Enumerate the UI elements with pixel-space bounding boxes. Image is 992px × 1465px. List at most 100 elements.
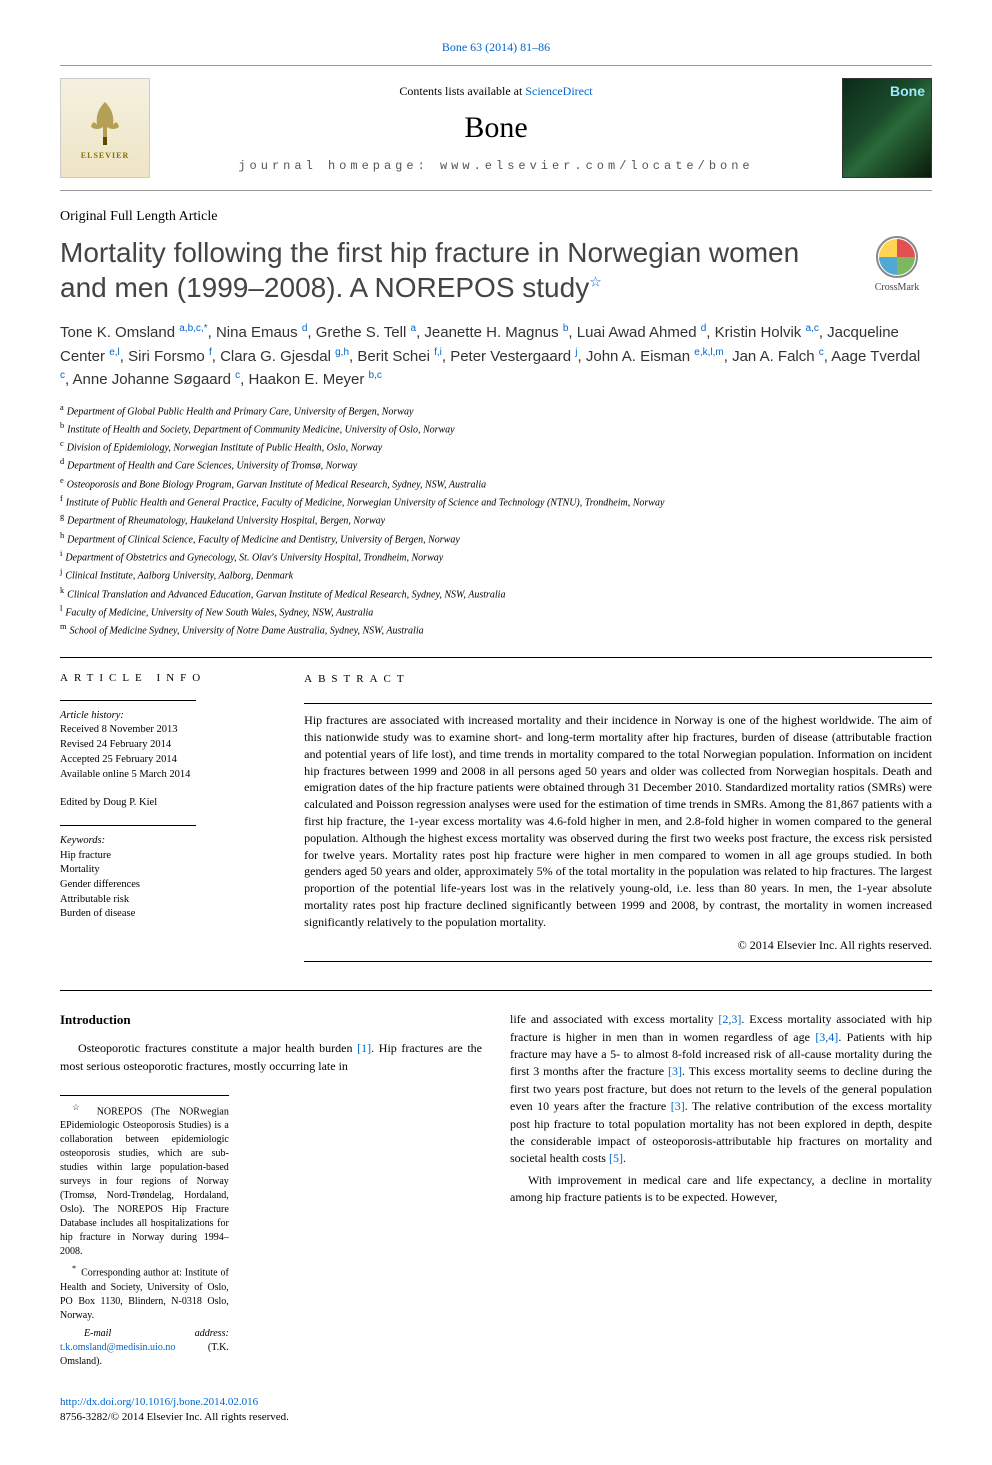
author: Haakon E. Meyer b,c	[248, 371, 381, 388]
citation-link[interactable]: Bone 63 (2014) 81–86	[442, 40, 550, 54]
history-revised: Revised 24 February 2014	[60, 738, 286, 753]
keywords-label: Keywords:	[60, 834, 286, 849]
affiliation: kClinical Translation and Advanced Educa…	[60, 585, 932, 602]
journal-cover[interactable]: Bone	[842, 78, 932, 178]
sciencedirect-link[interactable]: ScienceDirect	[525, 84, 592, 98]
abstract-rule-top	[304, 703, 932, 704]
author: Clara G. Gjesdal g,h	[220, 348, 349, 365]
header-center: Contents lists available at ScienceDirec…	[150, 84, 842, 173]
keywords-block: Keywords: Hip fractureMortalityGender di…	[60, 834, 286, 922]
title-footnote-marker[interactable]: ☆	[589, 274, 602, 290]
info-rule-1	[60, 700, 196, 701]
author-affil-sup[interactable]: a,c	[805, 323, 818, 334]
author-affil-sup[interactable]: e,k,l,m	[694, 347, 723, 358]
author: Berit Schei f,i	[357, 348, 441, 365]
author-affil-sup[interactable]: e,l	[109, 347, 120, 358]
info-heading: ARTICLE INFO	[60, 672, 286, 690]
asterisk-marker: *	[72, 1264, 76, 1273]
author-affil-sup[interactable]: f	[209, 347, 212, 358]
abstract-col: ABSTRACT Hip fractures are associated wi…	[304, 658, 932, 985]
intro-p2: life and associated with excess mortalit…	[510, 1011, 932, 1168]
email-link[interactable]: t.k.omsland@medisin.uio.no	[60, 1342, 175, 1353]
ref-link[interactable]: [2,3]	[718, 1012, 741, 1026]
text-run: .	[623, 1151, 626, 1165]
footnote-star: ☆ NOREPOS (The NORwegian EPidemiologic O…	[60, 1102, 229, 1259]
author-affil-sup[interactable]: a,b,c,*	[179, 323, 207, 334]
history-received: Received 8 November 2013	[60, 723, 286, 738]
crossmark-badge[interactable]: CrossMark	[862, 235, 932, 293]
abstract-copyright: © 2014 Elsevier Inc. All rights reserved…	[304, 937, 932, 954]
author-affil-sup[interactable]: g,h	[335, 347, 349, 358]
keyword: Attributable risk	[60, 893, 286, 908]
ref-link[interactable]: [1]	[357, 1041, 371, 1055]
affiliation: cDivision of Epidemiology, Norwegian Ins…	[60, 438, 932, 455]
homepage-line: journal homepage: www.elsevier.com/locat…	[150, 159, 842, 173]
intro-p1-pre: Osteoporotic fractures constitute a majo…	[78, 1041, 357, 1055]
affiliation-list: aDepartment of Global Public Health and …	[60, 402, 932, 639]
affiliation: aDepartment of Global Public Health and …	[60, 402, 932, 419]
ref-link[interactable]: [3]	[668, 1064, 682, 1078]
affiliation: eOsteoporosis and Bone Biology Program, …	[60, 475, 932, 492]
author-affil-sup[interactable]: b	[563, 323, 569, 334]
title-row: Mortality following the first hip fractu…	[60, 235, 932, 305]
page: Bone 63 (2014) 81–86 ELSEVIER Contents l…	[0, 0, 992, 1465]
affiliation: bInstitute of Health and Society, Depart…	[60, 420, 932, 437]
affiliation: gDepartment of Rheumatology, Haukeland U…	[60, 511, 932, 528]
author: Siri Forsmo f	[128, 348, 212, 365]
contents-prefix: Contents lists available at	[399, 84, 525, 98]
author-affil-sup[interactable]: b,c	[369, 370, 382, 381]
affiliation: fInstitute of Public Health and General …	[60, 493, 932, 510]
ref-link[interactable]: [3,4]	[815, 1030, 838, 1044]
author-list: Tone K. Omsland a,b,c,*, Nina Emaus d, G…	[60, 321, 932, 392]
keyword: Mortality	[60, 863, 286, 878]
star-marker: ☆	[72, 1103, 86, 1112]
keyword: Burden of disease	[60, 907, 286, 922]
author-affil-sup[interactable]: a	[411, 323, 417, 334]
intro-p1: Osteoporotic fractures constitute a majo…	[60, 1040, 482, 1075]
author-affil-sup[interactable]: f,i	[434, 347, 442, 358]
ref-link[interactable]: [3]	[671, 1099, 685, 1113]
affiliation: hDepartment of Clinical Science, Faculty…	[60, 530, 932, 547]
author: Jeanette H. Magnus b	[424, 324, 568, 341]
author: Anne Johanne Søgaard c	[73, 371, 241, 388]
author-affil-sup[interactable]: c	[819, 347, 824, 358]
journal-header: ELSEVIER Contents lists available at Sci…	[60, 65, 932, 191]
footnote-email: E-mail address: t.k.omsland@medisin.uio.…	[60, 1327, 229, 1369]
ref-link[interactable]: [5]	[609, 1151, 623, 1165]
author-affil-sup[interactable]: d	[302, 323, 308, 334]
history-accepted: Accepted 25 February 2014	[60, 753, 286, 768]
elsevier-tree-icon	[85, 97, 125, 147]
cover-label: Bone	[890, 83, 925, 99]
affiliation: iDepartment of Obstetrics and Gynecology…	[60, 548, 932, 565]
title-text: Mortality following the first hip fractu…	[60, 237, 799, 303]
body-col-right: life and associated with excess mortalit…	[510, 1011, 932, 1425]
author: John A. Eisman e,k,l,m	[586, 348, 724, 365]
homepage-url[interactable]: www.elsevier.com/locate/bone	[440, 159, 754, 173]
history-block: Article history: Received 8 November 201…	[60, 709, 286, 782]
footnote-corresponding: * Corresponding author at: Institute of …	[60, 1263, 229, 1322]
footnotes: ☆ NOREPOS (The NORwegian EPidemiologic O…	[60, 1095, 229, 1369]
abstract-text: Hip fractures are associated with increa…	[304, 712, 932, 930]
author-affil-sup[interactable]: d	[701, 323, 707, 334]
author: Peter Vestergaard j	[450, 348, 577, 365]
author-affil-sup[interactable]: j	[575, 347, 577, 358]
author-affil-sup[interactable]: c	[60, 370, 65, 381]
affiliation: dDepartment of Health and Care Sciences,…	[60, 456, 932, 473]
info-abstract-row: ARTICLE INFO Article history: Received 8…	[60, 657, 932, 985]
author: Nina Emaus d	[216, 324, 307, 341]
author-affil-sup[interactable]: c	[235, 370, 240, 381]
body-col-left: Introduction Osteoporotic fractures cons…	[60, 1011, 482, 1425]
affiliation: mSchool of Medicine Sydney, University o…	[60, 621, 932, 638]
doi-block: http://dx.doi.org/10.1016/j.bone.2014.02…	[60, 1395, 482, 1426]
elsevier-logo[interactable]: ELSEVIER	[60, 78, 150, 178]
elsevier-caption: ELSEVIER	[81, 151, 129, 160]
homepage-prefix: journal homepage:	[238, 159, 440, 173]
doi-link[interactable]: http://dx.doi.org/10.1016/j.bone.2014.02…	[60, 1396, 258, 1408]
contents-line: Contents lists available at ScienceDirec…	[150, 84, 842, 99]
citation-line: Bone 63 (2014) 81–86	[60, 40, 932, 55]
keyword: Hip fracture	[60, 849, 286, 864]
history-label: Article history:	[60, 709, 286, 724]
abstract-heading: ABSTRACT	[304, 672, 932, 693]
keyword: Gender differences	[60, 878, 286, 893]
crossmark-icon	[875, 235, 919, 279]
